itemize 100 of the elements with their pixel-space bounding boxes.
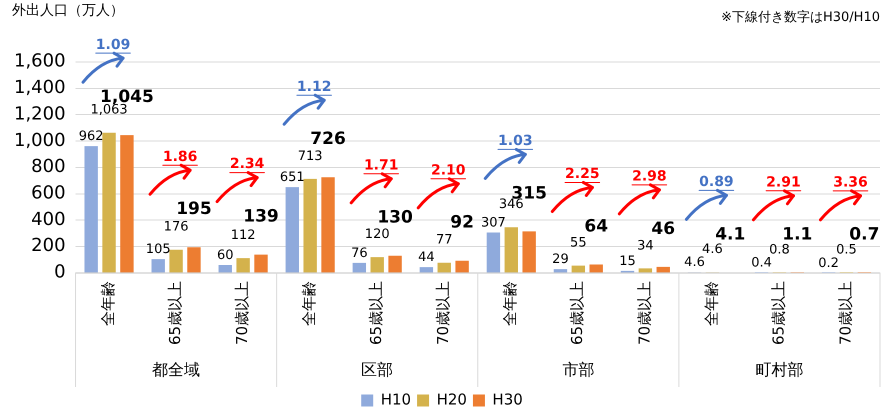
y-tick-label: 600 (31, 182, 66, 204)
data-label: 307 (480, 215, 506, 230)
data-label: 92 (450, 212, 474, 233)
x-tick-label: 65歳以上 (367, 280, 386, 346)
data-label: 105 (146, 242, 171, 257)
data-label: 176 (164, 220, 189, 235)
data-label: 130 (377, 208, 413, 228)
y-tick-label: 1,000 (14, 130, 66, 151)
bar (218, 265, 232, 272)
annotation: 3.36 (833, 174, 868, 190)
data-label: 34 (637, 238, 654, 254)
text: 市部 (562, 360, 594, 380)
bar (303, 178, 317, 272)
bar (102, 132, 116, 272)
data-label: 0.4 (751, 256, 772, 271)
bar (504, 227, 518, 272)
data-label: 15 (619, 254, 636, 269)
data-label: 46 (651, 218, 676, 239)
data-label: 651 (280, 170, 305, 185)
bar (152, 259, 165, 272)
bar (236, 258, 250, 272)
bar (254, 254, 268, 272)
data-label: 112 (230, 228, 256, 244)
bar (638, 268, 652, 272)
x-tick-label: 70歳以上 (635, 280, 654, 346)
x-tick-label: 全年齢 (300, 280, 318, 326)
data-label: 1.1 (782, 224, 812, 245)
x-tick-label: 全年齢 (501, 280, 520, 326)
data-label: 4.6 (702, 242, 723, 258)
y-tick-label: 400 (31, 208, 66, 230)
legend-label: H10 (380, 390, 412, 408)
data-label: 60 (216, 248, 234, 263)
bar (388, 256, 402, 272)
data-label: 139 (243, 206, 279, 227)
bar (352, 262, 366, 272)
y-tick-label: 1,600 (14, 50, 66, 72)
text: 町村部 (755, 360, 804, 380)
bar (438, 262, 451, 272)
y-tick-label: 200 (31, 235, 66, 256)
data-label: 44 (418, 250, 435, 265)
data-label: 195 (176, 199, 212, 220)
data-label: 346 (498, 197, 524, 212)
data-label: 4.1 (715, 224, 746, 244)
data-label: 0.2 (818, 256, 839, 271)
annotation: 2.34 (230, 156, 265, 172)
y-tick-label: 1,200 (14, 103, 66, 124)
bar (84, 146, 98, 272)
annotation: 2.25 (565, 166, 600, 182)
legend-label: H20 (436, 390, 467, 408)
bar (370, 257, 384, 272)
data-label: 0.7 (849, 224, 880, 245)
data-label: 0.8 (769, 242, 790, 258)
bar (522, 231, 536, 272)
bar (169, 250, 183, 272)
data-label: 0.5 (836, 242, 857, 258)
data-label: 64 (584, 216, 608, 236)
annotation: 0.89 (699, 174, 734, 190)
x-tick-label: 全年齢 (98, 280, 117, 326)
x-tick-label: 70歳以上 (836, 280, 854, 346)
text: ※下線付き数字はH30/H10 (721, 8, 880, 25)
bar (656, 266, 670, 272)
annotation: 1.86 (162, 148, 198, 165)
bar (589, 264, 603, 272)
data-label: 4.6 (684, 255, 705, 270)
bar (286, 187, 299, 272)
y-tick-label: 1,400 (14, 77, 66, 98)
text: 1.09 (96, 36, 130, 53)
data-label: 120 (364, 226, 390, 242)
annotation: 1.12 (296, 78, 332, 95)
bar (455, 260, 469, 272)
data-label: 76 (351, 246, 368, 261)
bar (420, 267, 434, 272)
y-tick-label: 800 (31, 156, 66, 178)
y-axis-title: 外出人口（万人） (12, 2, 124, 19)
text: 区部 (361, 360, 394, 380)
x-tick-label: 65歳以上 (166, 280, 184, 346)
annotation: 2.10 (430, 162, 466, 178)
x-tick-label: 70歳以上 (233, 280, 252, 346)
data-label: 29 (552, 252, 569, 267)
annotation: 1.03 (498, 133, 533, 150)
bar (554, 269, 568, 272)
bar (187, 247, 201, 272)
x-tick-label: 65歳以上 (568, 280, 586, 346)
bar (486, 232, 500, 272)
x-tick-label: 65歳以上 (769, 280, 788, 346)
text: 都全域 (152, 360, 200, 380)
data-label: 77 (436, 232, 453, 248)
bar (572, 266, 586, 272)
data-label: 726 (310, 129, 346, 150)
legend-label: H30 (492, 390, 523, 408)
x-tick-label: 全年齢 (702, 280, 720, 326)
data-label: 55 (570, 236, 587, 251)
annotation: 2.98 (632, 168, 667, 184)
bar (321, 177, 335, 272)
x-tick-label: 70歳以上 (434, 280, 452, 346)
annotation: 2.91 (766, 174, 801, 190)
bar (120, 135, 134, 272)
data-label: 713 (298, 148, 323, 164)
y-tick-label: 0 (54, 262, 66, 283)
annotation: 1.71 (364, 157, 398, 174)
